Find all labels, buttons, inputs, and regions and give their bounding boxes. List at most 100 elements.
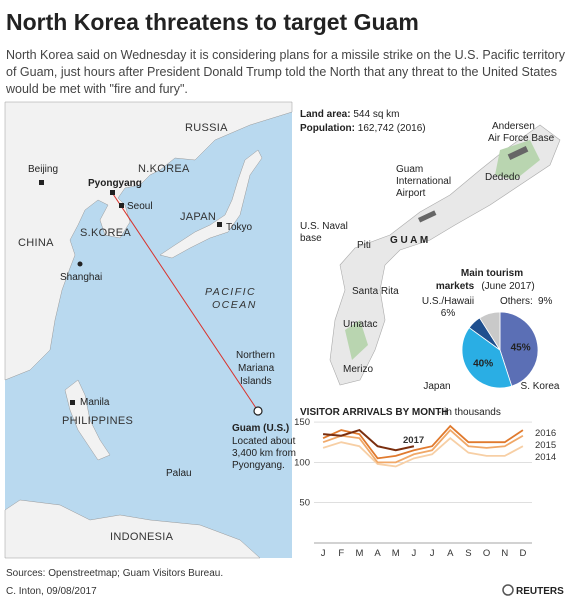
map: RUSSIA N.KOREA Beijing Pyongyang Seoul JAPAN T…	[4, 101, 296, 559]
map-label: CHINA	[18, 237, 54, 249]
guam-label: Santa Rita	[352, 286, 399, 297]
x-tick-label: A	[374, 548, 381, 559]
land-area-label: Land area: 544 sq km	[300, 109, 400, 120]
guam-island	[329, 124, 561, 386]
guam-label: Piti	[357, 240, 371, 251]
pie-slice	[479, 311, 501, 352]
guam-label: Dededo	[485, 172, 520, 183]
map-label: N.KOREA	[138, 163, 190, 175]
philippines	[64, 379, 111, 461]
guam-label: Umatac	[343, 319, 377, 330]
subtitle: North Korea said on Wednesday it is cons…	[6, 48, 566, 62]
map-label: INDONESIA	[110, 531, 174, 543]
city-marker	[119, 203, 124, 208]
map-label: Located about	[232, 436, 296, 447]
map-label: Manila	[80, 397, 110, 408]
population-value: 162,742 (2016)	[358, 123, 426, 134]
x-tick-label: O	[483, 548, 490, 559]
pie-category: Japan	[423, 381, 450, 392]
population-label: Population: 162,742 (2016)	[300, 123, 426, 134]
city-marker	[110, 190, 115, 195]
guam-label: Merizo	[343, 364, 373, 375]
indonesia	[4, 499, 261, 559]
map-label: Pyongyang	[88, 178, 142, 189]
pie-slice	[499, 311, 539, 387]
map-label: Tokyo	[226, 222, 253, 233]
land-area-key: Land area:	[300, 109, 351, 120]
vegetation	[345, 140, 540, 360]
map-label: Pyongyang.	[232, 460, 285, 471]
x-tick-label: F	[338, 548, 344, 559]
map-label: JAPAN	[180, 211, 216, 223]
guam-label: International	[396, 176, 451, 187]
line-series	[322, 428, 415, 452]
pie-note: (June 2017)	[481, 281, 534, 292]
pie-category: S. Korea	[521, 381, 560, 392]
guam-label: U.S. Naval	[300, 221, 348, 232]
x-tick-label: A	[447, 548, 454, 559]
y-tick-label: 150	[294, 417, 310, 428]
pie-value-label: 45%	[511, 343, 531, 354]
map-label: S.KOREA	[80, 227, 131, 239]
guam-marker	[253, 406, 263, 416]
guam-label: base	[300, 233, 322, 244]
guam-label: Airport	[396, 188, 426, 199]
y-tick-label: 50	[299, 498, 310, 509]
x-tick-label: D	[519, 548, 526, 559]
airport	[417, 210, 437, 223]
map-label: Shanghai	[60, 272, 102, 283]
line-series	[322, 428, 524, 464]
map-label: Guam (U.S.)	[232, 423, 289, 434]
subtitle: of Guam, just hours after President Dona…	[6, 65, 557, 79]
line-subtitle: - in thousands	[438, 407, 501, 418]
guam-label: G U A M	[390, 235, 428, 246]
city-marker	[217, 222, 222, 227]
pie-category: Others:	[500, 296, 533, 307]
map-label: Mariana	[238, 363, 275, 374]
map-label: PACIFIC	[205, 286, 256, 298]
title: North Korea threatens to target Guam	[6, 9, 419, 35]
brand-logo	[502, 584, 514, 596]
pie-category: U.S./Hawaii	[422, 296, 474, 307]
map-label: PHILIPPINES	[62, 415, 133, 427]
line-series	[322, 424, 524, 460]
map-label: RUSSIA	[185, 122, 228, 134]
line-title: VISITOR ARRIVALS BY MONTH	[300, 407, 449, 418]
guam-label: Andersen	[492, 121, 535, 132]
population-key: Population:	[300, 123, 355, 134]
pie-value-label: 40%	[473, 358, 493, 369]
x-tick-label: S	[465, 548, 471, 559]
city-marker	[39, 180, 44, 185]
pie-subtitle: markets	[436, 281, 475, 292]
guam-label: Guam	[396, 164, 423, 175]
map-label: Palau	[166, 468, 192, 479]
map-label: Islands	[240, 376, 272, 387]
map-label: Beijing	[28, 164, 58, 175]
series-label: 2014	[535, 452, 556, 463]
city-marker	[77, 261, 83, 267]
mainland	[4, 101, 293, 381]
x-tick-label: J	[412, 548, 417, 559]
series-label: 2016	[535, 428, 556, 439]
map-label: Northern	[236, 350, 275, 361]
pie-title: Main tourism	[461, 268, 523, 279]
y-tick-label: 100	[294, 457, 310, 468]
x-tick-label: J	[430, 548, 435, 559]
x-tick-label: J	[321, 548, 326, 559]
pie-value-label: 6%	[441, 308, 456, 319]
map-label: OCEAN	[212, 299, 257, 311]
guam-label: Air Force Base	[488, 133, 555, 144]
sources: Sources: Openstreetmap; Guam Visitors Bu…	[6, 568, 223, 579]
credit: C. Inton, 09/08/2017	[6, 586, 97, 597]
charts: Main tourism markets (June 2017) S. Korea 45…	[294, 268, 560, 559]
line-series	[322, 436, 524, 468]
subtitle: would be met with "fire and fury".	[5, 82, 188, 96]
japan	[159, 149, 263, 259]
airbase	[507, 146, 529, 160]
guam-map: Land area: 544 sq km Population: 162,742…	[300, 109, 561, 386]
land-area-value: 544 sq km	[353, 109, 399, 120]
missile-path	[112, 193, 259, 412]
x-tick-label: N	[501, 548, 508, 559]
map-label: Seoul	[127, 201, 153, 212]
